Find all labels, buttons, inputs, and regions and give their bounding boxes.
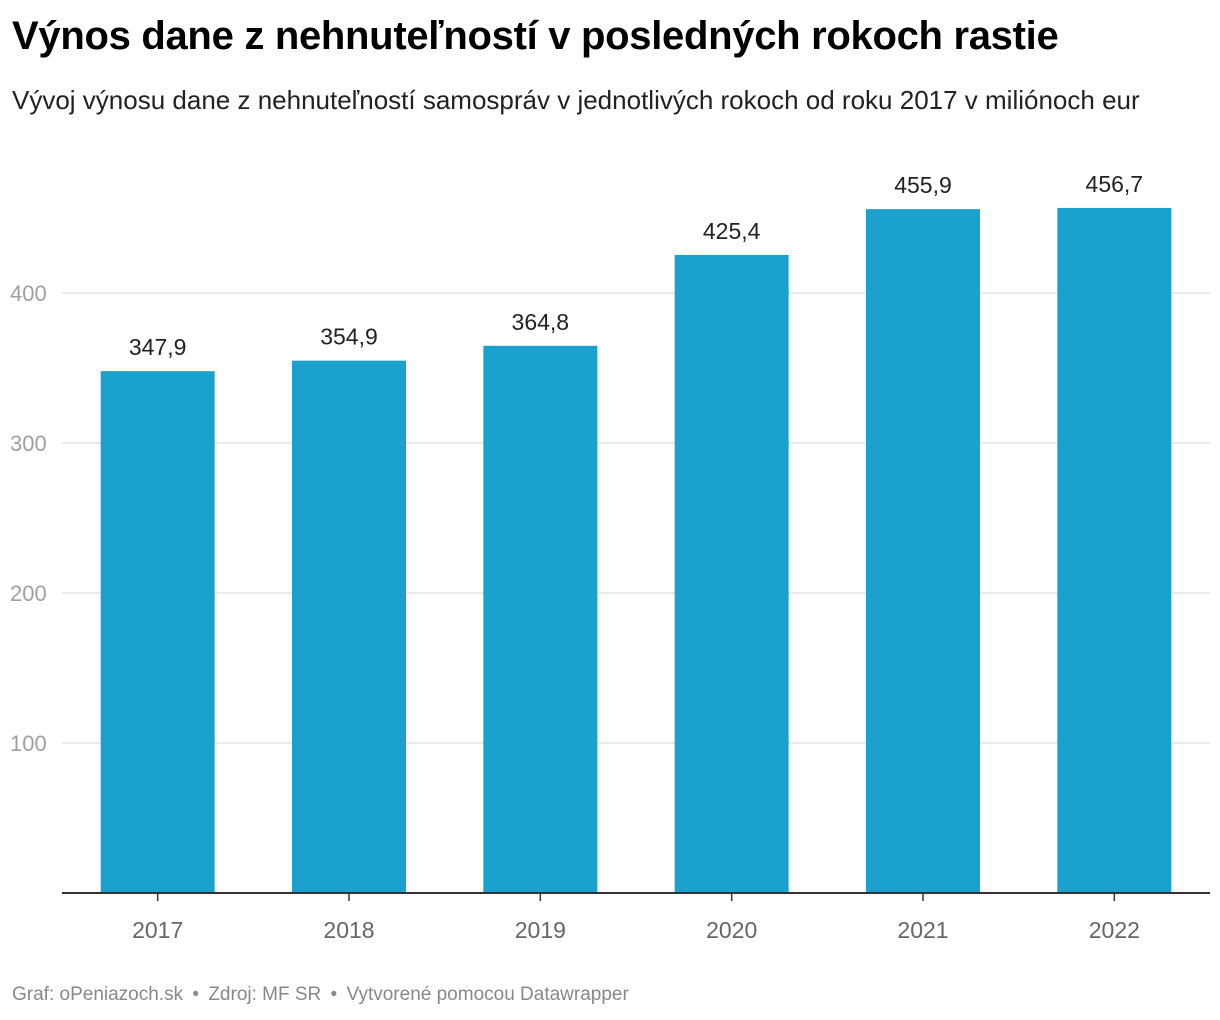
footer-tool: Vytvorené pomocou Datawrapper [346,984,629,1005]
value-label-2017: 347,9 [129,334,187,360]
bars [100,207,1172,893]
footer-source: Zdroj: MF SR [208,984,322,1005]
x-tick-label-2020: 2020 [706,917,757,943]
gridlines: 100 200 300 400 [10,281,1210,756]
value-label-2019: 364,8 [512,309,570,335]
x-tick-label-2021: 2021 [897,917,948,943]
footer-graf: Graf: oPeniazoch.sk [12,984,184,1005]
x-axis: 2017 2018 2019 2020 2021 2022 [62,892,1210,943]
bar-2022 [1057,207,1172,893]
x-tick-label-2022: 2022 [1089,917,1140,943]
chart-subtitle: Vývoj výnosu dane z nehnuteľností samosp… [12,85,1140,115]
chart-title: Výnos dane z nehnuteľností v posledných … [12,14,1059,58]
y-tick-label: 400 [10,281,47,306]
chart-footer: Graf: oPeniazoch.sk • Zdroj: MF SR • Vyt… [12,984,629,1006]
value-labels: 347,9 354,9 364,8 425,4 455,9 456,7 [129,171,1143,360]
value-label-2020: 425,4 [703,218,761,244]
bar-2019 [483,345,598,893]
x-tick-label-2018: 2018 [323,917,374,943]
value-label-2022: 456,7 [1086,171,1144,197]
y-tick-label: 300 [10,431,47,456]
footer-separator: • [330,984,338,1005]
bar-2017 [100,371,215,893]
y-tick-label: 200 [10,581,47,606]
y-tick-label: 100 [10,731,47,756]
value-label-2018: 354,9 [320,324,378,350]
x-tick-label-2017: 2017 [132,917,183,943]
bar-2020 [674,254,789,893]
bar-2021 [866,209,980,893]
bar-2018 [292,360,406,893]
footer-separator: • [192,984,200,1005]
value-label-2021: 455,9 [894,172,952,198]
x-tick-label-2019: 2019 [515,917,566,943]
bar-chart: 100 200 300 400 347,9 354,9 364,8 425,4 455,9 45… [10,171,1210,943]
